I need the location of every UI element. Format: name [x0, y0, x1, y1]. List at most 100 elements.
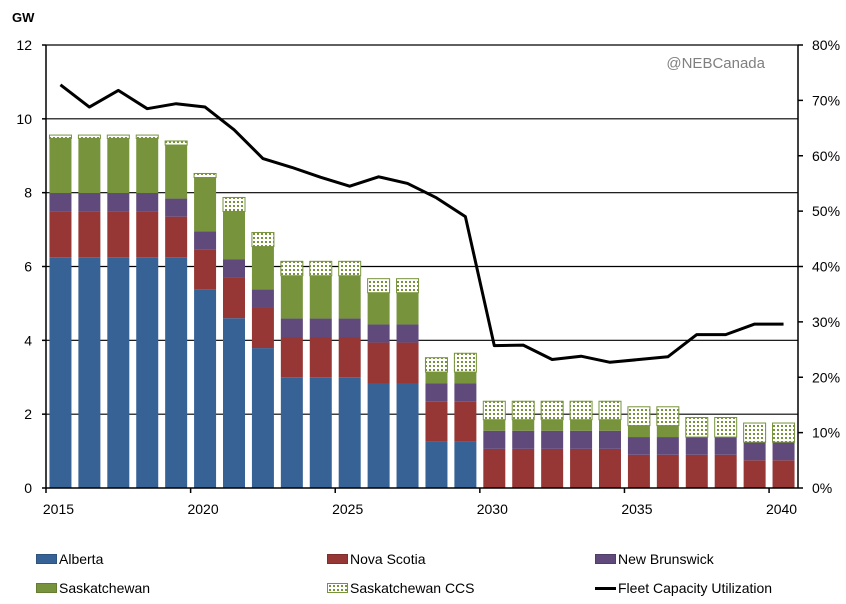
bar-segment-saskatchewan-ccs [164, 140, 188, 146]
bar-segment-saskatchewan-ccs [540, 400, 564, 421]
legend-item: Fleet Capacity Utilization [595, 580, 772, 596]
bar-segment-nova-scotia [512, 448, 535, 488]
legend-label: Alberta [59, 551, 104, 567]
bar-segment-saskatchewan-ccs [627, 406, 651, 427]
bar-segment-saskatchewan [136, 138, 159, 194]
bar-segment-new-brunswick [338, 318, 361, 338]
bar-segment-nova-scotia [49, 211, 72, 258]
bar-segment-alberta [309, 377, 332, 488]
bar-segment-alberta [136, 257, 159, 488]
bar-segment-nova-scotia [194, 249, 217, 290]
legend-item: Nova Scotia [327, 551, 425, 567]
bar-segment-nova-scotia [743, 460, 766, 488]
bar-segment-alberta [367, 383, 390, 488]
x-tick-label: 2015 [43, 501, 74, 517]
bar-segment-saskatchewan [251, 246, 274, 290]
y2-tick-label: 0% [812, 480, 832, 496]
legend-swatch [36, 554, 57, 564]
bar-segment-nova-scotia [136, 211, 159, 258]
bar-segment-saskatchewan [78, 138, 101, 194]
bar-segment-alberta [194, 289, 217, 488]
bar-segment-saskatchewan [454, 372, 477, 384]
bar-segment-saskatchewan [656, 425, 679, 438]
bar-segment-nova-scotia [309, 337, 332, 378]
bar-segment-alberta [49, 257, 72, 488]
y2-tick-label: 60% [812, 148, 840, 164]
bar-segment-nova-scotia [338, 337, 361, 378]
bar-segment-alberta [396, 383, 419, 488]
bar-segment-nova-scotia [425, 401, 448, 442]
legend-swatch [595, 586, 616, 590]
bar-segment-saskatchewan-ccs [222, 196, 246, 212]
legend-label: Fleet Capacity Utilization [618, 580, 773, 596]
y2-tick-label: 70% [812, 92, 840, 108]
bar-segment-saskatchewan-ccs [685, 416, 709, 438]
bar-segment-saskatchewan-ccs [77, 134, 101, 139]
bar-segment-saskatchewan-ccs [598, 400, 622, 421]
legend-swatch [36, 583, 57, 593]
bar-segment-saskatchewan-ccs [656, 406, 680, 427]
legend-label: New Brunswick [618, 551, 714, 567]
bar-segment-saskatchewan [367, 292, 390, 325]
bar-segment-saskatchewan-ccs [48, 134, 72, 139]
bar-segment-saskatchewan [599, 419, 621, 431]
bar-segment-saskatchewan-ccs [251, 232, 275, 248]
bar-segment-saskatchewan [627, 425, 650, 438]
bar-segment-new-brunswick [772, 442, 795, 461]
bar-segment-new-brunswick [251, 289, 274, 308]
bar-segment-saskatchewan-ccs [511, 400, 535, 421]
bar-segment-new-brunswick [541, 430, 564, 449]
y2-tick-label: 40% [812, 259, 840, 275]
bar-segment-saskatchewan-ccs [280, 260, 304, 277]
bar-segment-saskatchewan [541, 419, 564, 431]
watermark: @NEBCanada [666, 55, 765, 72]
bar-segment-new-brunswick [685, 437, 708, 455]
bar-segment-saskatchewan [223, 211, 245, 260]
bar-segment-saskatchewan-ccs [309, 260, 333, 277]
legend-label: Saskatchewan [59, 580, 151, 596]
bar-segment-new-brunswick [425, 383, 448, 402]
legend-swatch [595, 554, 616, 564]
bar-segment-new-brunswick [78, 193, 101, 212]
bar-segment-nova-scotia [280, 337, 303, 378]
bar-segment-alberta [338, 377, 361, 488]
bar-segment-new-brunswick [483, 430, 506, 449]
x-tick-label: 2020 [187, 501, 218, 517]
bar-segment-nova-scotia [107, 211, 130, 258]
bar-segment-alberta [280, 377, 303, 488]
bar-segment-new-brunswick [396, 324, 419, 343]
bar-segment-saskatchewan [570, 419, 593, 431]
bar-segment-alberta [251, 348, 274, 488]
bar-segment-nova-scotia [223, 277, 245, 319]
x-tick-label: 2035 [621, 501, 652, 517]
bar-segment-saskatchewan-ccs [743, 422, 767, 443]
y2-tick-label: 20% [812, 369, 840, 385]
bar-segment-new-brunswick [454, 383, 477, 402]
bar-segment-saskatchewan [425, 372, 448, 384]
bar-segment-saskatchewan [280, 275, 303, 319]
bar-segment-alberta [107, 257, 130, 488]
y2-tick-label: 10% [812, 425, 840, 441]
bar-segment-nova-scotia [251, 307, 274, 349]
bar-segment-new-brunswick [367, 324, 390, 343]
bar-segment-saskatchewan-ccs [367, 278, 391, 294]
bar-segment-saskatchewan [49, 138, 72, 194]
y-tick-label: 6 [24, 259, 32, 275]
bar-segment-new-brunswick [223, 259, 245, 278]
bar-segment-saskatchewan-ccs [772, 422, 796, 443]
legend-item: Saskatchewan [36, 580, 150, 596]
bar-segment-nova-scotia [656, 454, 679, 488]
bar-segment-saskatchewan [309, 275, 332, 319]
bar-segment-saskatchewan-ccs [135, 134, 159, 139]
y-tick-label: 4 [24, 332, 32, 348]
bar-segment-saskatchewan-ccs [453, 352, 477, 373]
bar-segment-new-brunswick [136, 193, 159, 212]
bar-segment-saskatchewan [165, 145, 188, 199]
bar-segment-alberta [78, 257, 101, 488]
bar-segment-new-brunswick [570, 430, 593, 449]
y2-tick-label: 50% [812, 203, 840, 219]
bar-segment-saskatchewan-ccs [338, 260, 362, 277]
bar-segment-saskatchewan-ccs [569, 400, 593, 421]
